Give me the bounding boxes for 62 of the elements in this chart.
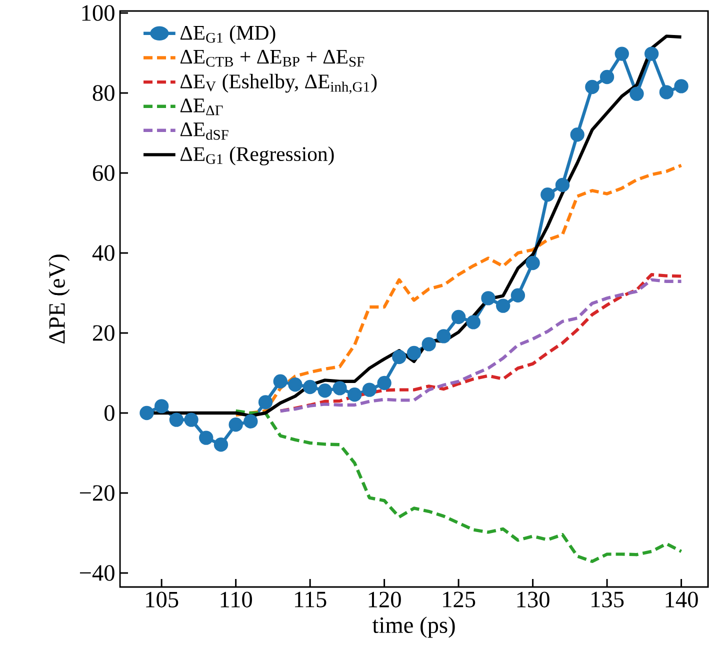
point <box>614 46 629 61</box>
y-tick-label: 60 <box>92 165 114 181</box>
x-axis-title: time (ps) <box>372 616 455 638</box>
y-axis-title: ΔPE (eV) <box>48 254 70 344</box>
point <box>273 374 288 388</box>
point <box>318 384 332 398</box>
y-tick-label: 80 <box>92 85 114 101</box>
y-tick-label: 100 <box>82 5 114 21</box>
point <box>199 430 214 445</box>
x-tick-label: 125 <box>443 592 476 608</box>
point <box>630 86 644 101</box>
point <box>228 418 243 432</box>
point <box>184 412 198 427</box>
point <box>600 70 614 84</box>
point <box>526 256 540 270</box>
point <box>258 395 273 410</box>
point <box>555 178 570 192</box>
point <box>140 406 154 420</box>
y-tick-label: 20 <box>92 325 114 341</box>
point <box>659 85 674 100</box>
x-tick-label: 115 <box>295 592 326 608</box>
point <box>392 350 406 364</box>
legend-label: ΔE$_{CTB}$ + ΔE$_{BP}$ + ΔE$_{SF}$ <box>180 50 364 67</box>
x-tick-label: 105 <box>146 592 178 608</box>
point <box>496 298 510 313</box>
x-tick-label: 120 <box>368 592 401 608</box>
point <box>510 288 526 302</box>
x-tick-label: 110 <box>220 592 252 608</box>
legend-label: ΔE$_{ΔΓ}$ <box>180 98 223 116</box>
point <box>214 438 228 452</box>
point <box>348 388 362 402</box>
point <box>332 381 347 396</box>
point <box>377 376 392 390</box>
point <box>674 79 688 94</box>
point <box>481 291 496 306</box>
point <box>154 399 169 414</box>
point <box>244 414 258 428</box>
point <box>585 80 600 94</box>
point <box>288 378 302 392</box>
legend-label: ΔE$_{G1}$ (MD) <box>180 25 276 44</box>
point <box>644 46 659 61</box>
line-series <box>234 409 683 563</box>
legend-label: ΔE$_{G1}$ (Regression) <box>180 146 334 166</box>
legend-label: ΔE$_{V}$ (Eshelby, ΔE$_{inh,G1}$) <box>180 74 377 94</box>
point <box>540 188 555 202</box>
point <box>466 315 480 330</box>
point <box>422 337 436 352</box>
point <box>436 329 451 344</box>
y-tick-label: 0 <box>104 405 114 421</box>
legend-label: ΔE$_{dSF}$ <box>180 122 228 140</box>
point <box>406 346 422 360</box>
point <box>451 310 466 324</box>
y-tick-label: −40 <box>80 565 114 581</box>
point <box>570 128 584 142</box>
y-tick-label: −20 <box>80 485 114 501</box>
x-tick-label: 140 <box>666 592 698 608</box>
point <box>362 382 377 397</box>
point <box>302 380 318 394</box>
x-tick-label: 130 <box>517 592 550 608</box>
y-tick-label: 40 <box>92 245 114 261</box>
x-tick-label: 135 <box>592 592 624 608</box>
point <box>169 412 184 427</box>
